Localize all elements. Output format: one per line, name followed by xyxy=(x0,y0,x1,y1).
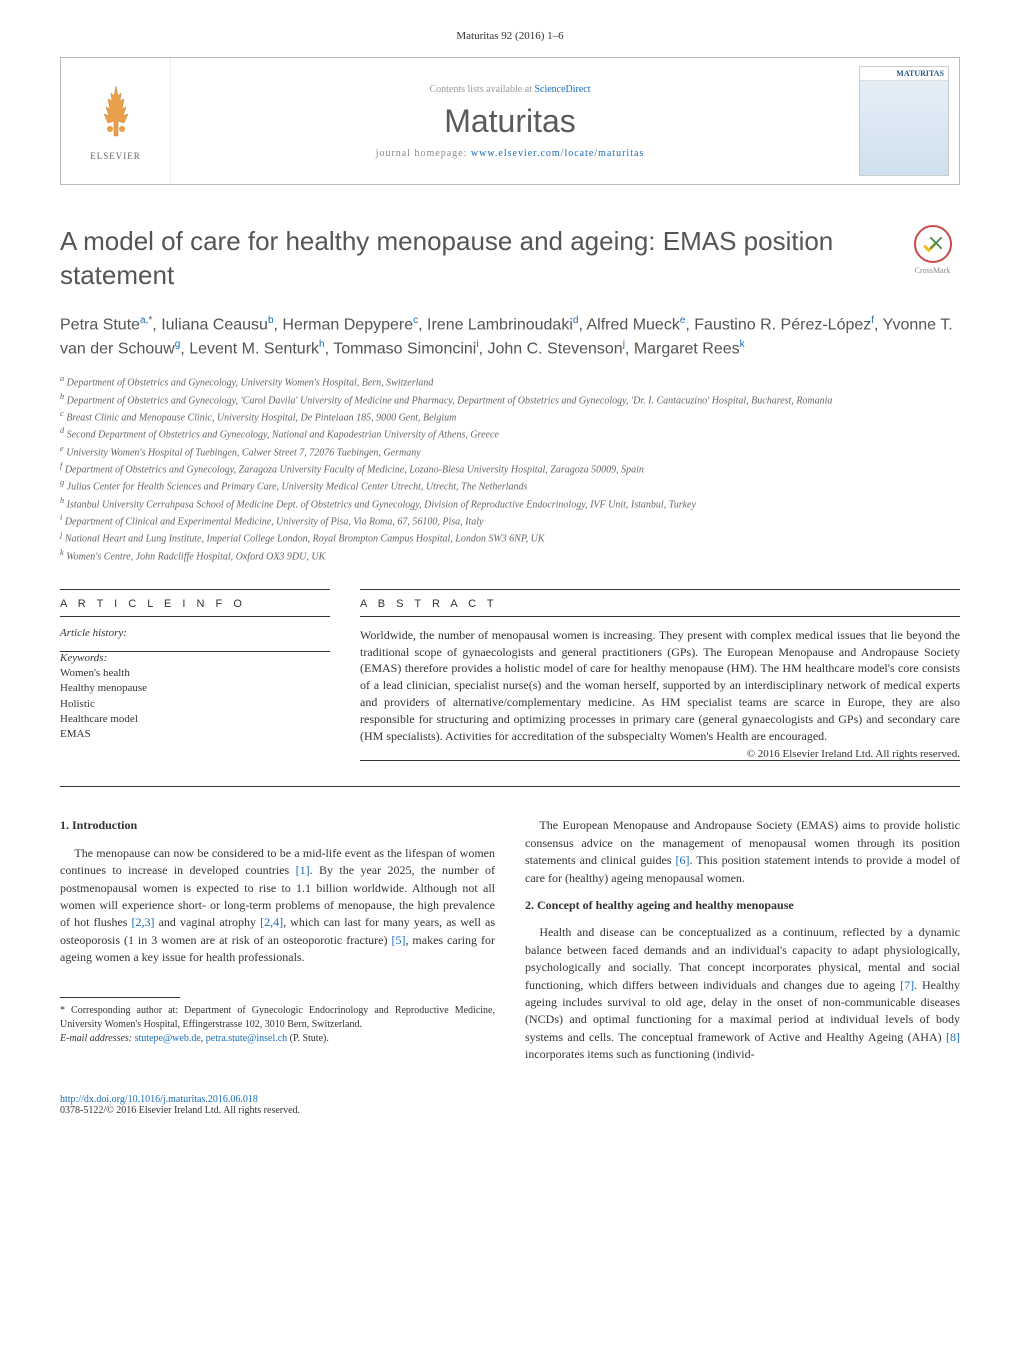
article-title: A model of care for healthy menopause an… xyxy=(60,225,885,293)
abstract-column: A B S T R A C T Worldwide, the number of… xyxy=(360,589,960,762)
keywords-label: Keywords: xyxy=(60,652,330,664)
affiliation: k Women's Centre, John Radcliffe Hospita… xyxy=(60,547,960,564)
ref-2-3[interactable]: [2,3] xyxy=(132,915,155,929)
abstract-label: A B S T R A C T xyxy=(360,590,960,616)
article-history-label: Article history: xyxy=(60,627,330,639)
contents-prefix: Contents lists available at xyxy=(429,84,534,95)
affiliations: a Department of Obstetrics and Gynecolog… xyxy=(60,373,960,564)
ref-1[interactable]: [1] xyxy=(296,863,310,877)
elsevier-logo: ELSEVIER xyxy=(86,81,146,161)
contents-line: Contents lists available at ScienceDirec… xyxy=(191,84,829,95)
publisher-logo-box: ELSEVIER xyxy=(61,58,171,184)
affiliation: d Second Department of Obstetrics and Gy… xyxy=(60,425,960,442)
affiliation: a Department of Obstetrics and Gynecolog… xyxy=(60,373,960,390)
authors-list: Petra Stutea,*, Iuliana Ceausub, Herman … xyxy=(60,313,960,362)
email-1[interactable]: stutepe@web.de xyxy=(135,1033,201,1044)
elsevier-tree-icon xyxy=(86,81,146,141)
keywords-list: Women's healthHealthy menopauseHolisticH… xyxy=(60,666,330,743)
keyword: Women's health xyxy=(60,666,330,681)
ref-5[interactable]: [5] xyxy=(391,933,405,947)
journal-name: Maturitas xyxy=(191,103,829,140)
affiliation: j National Heart and Lung Institute, Imp… xyxy=(60,529,960,546)
homepage-line: journal homepage: www.elsevier.com/locat… xyxy=(191,148,829,159)
keyword: Healthy menopause xyxy=(60,681,330,696)
email-footnote: E-mail addresses: stutepe@web.de, petra.… xyxy=(60,1032,495,1046)
affiliation: f Department of Obstetrics and Gynecolog… xyxy=(60,460,960,477)
journal-cover: MATURITAS xyxy=(859,66,949,176)
homepage-link[interactable]: www.elsevier.com/locate/maturitas xyxy=(471,148,644,159)
affiliation: h Istanbul University Cerrahpasa School … xyxy=(60,495,960,512)
cover-box: MATURITAS xyxy=(849,58,959,184)
ref-8[interactable]: [8] xyxy=(946,1030,960,1044)
sciencedirect-link[interactable]: ScienceDirect xyxy=(534,84,590,95)
affiliation: e University Women's Hospital of Tuebing… xyxy=(60,443,960,460)
section-1-p1: The menopause can now be considered to b… xyxy=(60,845,495,967)
ref-2-4[interactable]: [2,4] xyxy=(260,915,283,929)
issn-copyright: 0378-5122/© 2016 Elsevier Ireland Ltd. A… xyxy=(60,1105,300,1116)
publisher-name: ELSEVIER xyxy=(86,151,146,161)
cover-title: MATURITAS xyxy=(860,67,948,81)
crossmark-badge[interactable]: CrossMark xyxy=(905,225,960,275)
keyword: Holistic xyxy=(60,697,330,712)
journal-header: ELSEVIER Contents lists available at Sci… xyxy=(60,57,960,185)
crossmark-label: CrossMark xyxy=(905,266,960,275)
affiliation: g Julius Center for Health Sciences and … xyxy=(60,477,960,494)
article-info-column: A R T I C L E I N F O Article history: K… xyxy=(60,589,330,762)
abstract-text: Worldwide, the number of menopausal wome… xyxy=(360,627,960,745)
affiliation: b Department of Obstetrics and Gynecolog… xyxy=(60,391,960,408)
left-column: 1. Introduction The menopause can now be… xyxy=(60,817,495,1073)
affiliation: i Department of Clinical and Experimenta… xyxy=(60,512,960,529)
section-2-p1: Health and disease can be conceptualized… xyxy=(525,924,960,1063)
abstract-copyright: © 2016 Elsevier Ireland Ltd. All rights … xyxy=(360,748,960,760)
section-2-heading: 2. Concept of healthy ageing and healthy… xyxy=(525,897,960,914)
right-column: The European Menopause and Andropause So… xyxy=(525,817,960,1073)
affiliation: c Breast Clinic and Menopause Clinic, Un… xyxy=(60,408,960,425)
ref-7[interactable]: [7] xyxy=(900,978,914,992)
section-1-heading: 1. Introduction xyxy=(60,817,495,834)
doi-link[interactable]: http://dx.doi.org/10.1016/j.maturitas.20… xyxy=(60,1094,258,1105)
bottom-info: http://dx.doi.org/10.1016/j.maturitas.20… xyxy=(60,1094,960,1116)
keyword: Healthcare model xyxy=(60,712,330,727)
section-1-p2: The European Menopause and Andropause So… xyxy=(525,817,960,887)
corresponding-footnote: * Corresponding author at: Department of… xyxy=(60,1004,495,1032)
keyword: EMAS xyxy=(60,727,330,742)
header-center: Contents lists available at ScienceDirec… xyxy=(171,58,849,184)
article-info-label: A R T I C L E I N F O xyxy=(60,590,330,616)
citation-line: Maturitas 92 (2016) 1–6 xyxy=(60,30,960,42)
ref-6[interactable]: [6] xyxy=(676,853,690,867)
email-2[interactable]: petra.stute@insel.ch xyxy=(206,1033,287,1044)
crossmark-icon xyxy=(914,225,952,263)
homepage-prefix: journal homepage: xyxy=(376,148,471,159)
